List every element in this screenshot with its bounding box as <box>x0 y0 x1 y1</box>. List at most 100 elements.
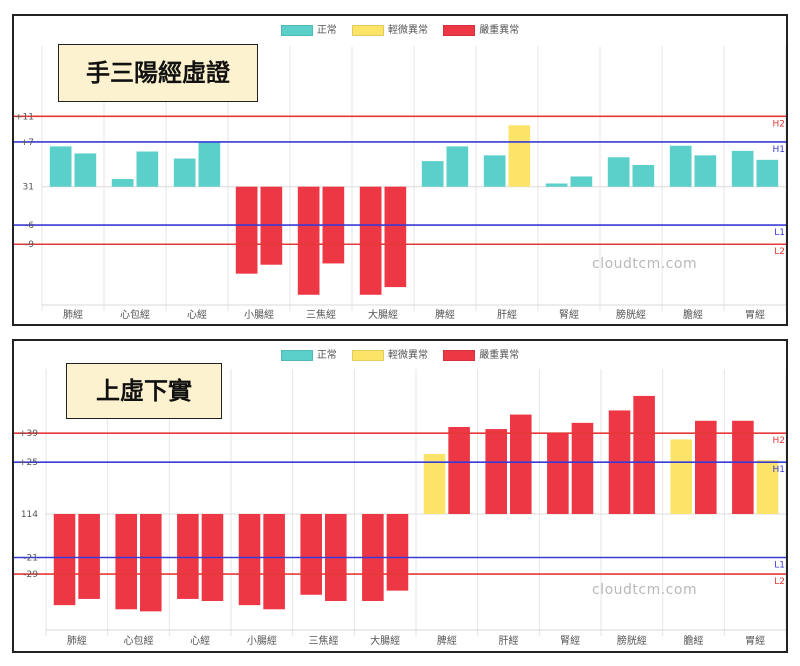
bar-膀胱經-2 <box>633 395 655 514</box>
legend-item-normal[interactable]: 正常 <box>280 346 337 361</box>
reference-label-H2: H2 <box>773 119 786 129</box>
bar-心包經-1 <box>115 514 137 610</box>
legend-item-normal[interactable]: 正常 <box>280 21 337 36</box>
category-label: 心包經 <box>124 634 154 647</box>
category-label: 膀胱經 <box>617 634 647 647</box>
y-tick-label: +25 <box>19 458 38 468</box>
bar-小腸經-2 <box>263 514 285 610</box>
bar-大腸經-2 <box>386 514 409 591</box>
bar-肝經-1 <box>485 429 507 514</box>
category-label: 脾經 <box>437 634 457 647</box>
bar-心包經-1 <box>111 179 134 187</box>
bar-三焦經-1 <box>297 186 320 295</box>
category-label: 膀胱經 <box>616 308 646 321</box>
legend-item-severe[interactable]: 嚴重異常 <box>443 21 519 36</box>
chart-1-title: 手三陽經虛證 <box>58 44 258 102</box>
reference-label-L1: L1 <box>774 228 785 238</box>
category-label: 胃經 <box>745 308 765 321</box>
reference-label-H1: H1 <box>773 145 786 155</box>
reference-label-H1: H1 <box>773 465 786 475</box>
bar-脾經-1 <box>421 161 444 187</box>
category-label: 心包經 <box>120 308 150 321</box>
y-tick-label: +39 <box>19 429 38 439</box>
bar-膽經-1 <box>669 145 692 187</box>
bar-小腸經-1 <box>238 514 261 606</box>
category-label: 心經 <box>190 634 210 647</box>
category-label: 小腸經 <box>244 308 274 321</box>
category-label: 脾經 <box>435 308 455 321</box>
bar-腎經-1 <box>547 433 569 514</box>
chart-2-title: 上虛下實 <box>66 363 222 419</box>
category-label: 大腸經 <box>368 308 398 321</box>
category-label: 肺經 <box>63 308 83 321</box>
bar-肝經-1 <box>483 155 506 187</box>
bar-脾經-2 <box>446 146 469 187</box>
bar-腎經-1 <box>545 183 568 187</box>
bar-膽經-2 <box>695 420 717 514</box>
bar-脾經-2 <box>448 427 470 514</box>
bar-胃經-2 <box>756 159 779 187</box>
y-tick-label: -6 <box>25 221 34 231</box>
bar-膽經-1 <box>670 439 692 514</box>
chart-2-legend: 正常 輕微異常 嚴重異常 <box>14 346 786 361</box>
legend-item-mild[interactable]: 輕微異常 <box>352 346 428 361</box>
bar-肺經-2 <box>78 514 100 599</box>
y-tick-label: -9 <box>25 240 34 250</box>
category-label: 小腸經 <box>247 634 277 647</box>
category-label: 三焦經 <box>309 634 339 647</box>
y-tick-label: -21 <box>23 554 38 564</box>
bar-肺經-2 <box>74 153 97 187</box>
legend-item-mild[interactable]: 輕微異常 <box>352 21 428 36</box>
category-label: 膽經 <box>684 634 704 647</box>
bar-胃經-1 <box>732 420 754 514</box>
y-tick-label: +11 <box>15 112 34 122</box>
bar-心經-1 <box>173 158 196 187</box>
reference-label-L2: L2 <box>774 247 785 257</box>
y-tick-label: 114 <box>21 510 38 520</box>
category-label: 膽經 <box>683 308 703 321</box>
bar-大腸經-1 <box>359 186 382 295</box>
bar-心包經-2 <box>136 151 159 187</box>
chart-1-legend: 正常 輕微異常 嚴重異常 <box>14 21 786 36</box>
chart-panel-1: H2 H1 L1 L2 +11 +7 31 -6 -9 肺經 心包經 心經 小腸經 三焦經 大腸經 脾經 肝經 腎… <box>12 14 788 326</box>
bar-肺經-1 <box>49 146 72 187</box>
watermark: cloudtcm.com <box>592 256 698 272</box>
bar-胃經-2 <box>756 460 779 514</box>
y-tick-label: -29 <box>23 570 38 580</box>
reference-label-L1: L1 <box>774 561 785 571</box>
category-label: 大腸經 <box>370 634 400 647</box>
chart-panel-2: H2 H1 L1 L2 +39 +25 114 -21 -29 肺經 心包經 心經 小腸經 三焦經 大腸經 脾… <box>12 339 788 653</box>
category-label: 肝經 <box>499 634 519 647</box>
category-label: 腎經 <box>560 634 580 647</box>
bar-大腸經-2 <box>384 186 407 288</box>
bar-心經-1 <box>177 514 199 599</box>
category-label: 肝經 <box>497 308 517 321</box>
bar-膽經-2 <box>694 155 717 187</box>
bar-膀胱經-1 <box>607 157 630 187</box>
y-tick-label: 31 <box>23 183 34 193</box>
category-label: 胃經 <box>745 634 765 647</box>
bar-肺經-1 <box>53 514 76 606</box>
bar-心包經-2 <box>140 514 162 612</box>
bar-腎經-2 <box>571 422 594 514</box>
category-label: 肺經 <box>67 634 87 647</box>
bar-脾經-1 <box>423 453 446 514</box>
y-tick-label: +7 <box>21 138 34 148</box>
legend-item-severe[interactable]: 嚴重異常 <box>443 346 519 361</box>
category-label: 腎經 <box>559 308 579 321</box>
chart-2-svg: H2 H1 L1 L2 +39 +25 114 -21 -29 肺經 心包經 心經 小腸經 三焦經 大腸經 脾… <box>14 369 786 647</box>
bar-心經-2 <box>198 141 221 187</box>
reference-label-H2: H2 <box>773 436 786 446</box>
reference-label-L2: L2 <box>774 577 785 587</box>
category-label: 心經 <box>187 308 207 321</box>
bar-胃經-1 <box>731 150 754 187</box>
category-label: 三焦經 <box>306 308 336 321</box>
chart-1-svg: H2 H1 L1 L2 +11 +7 31 -6 -9 肺經 心包經 心經 小腸經 三焦經 大腸經 脾經 肝經 腎… <box>14 46 786 321</box>
bar-膀胱經-2 <box>632 164 655 187</box>
watermark: cloudtcm.com <box>592 582 698 598</box>
bar-肝經-2 <box>510 414 532 514</box>
bar-小腸經-1 <box>235 186 258 274</box>
bar-肝經-2 <box>508 125 531 187</box>
bar-腎經-2 <box>570 176 593 187</box>
bar-三焦經-1 <box>300 514 322 595</box>
